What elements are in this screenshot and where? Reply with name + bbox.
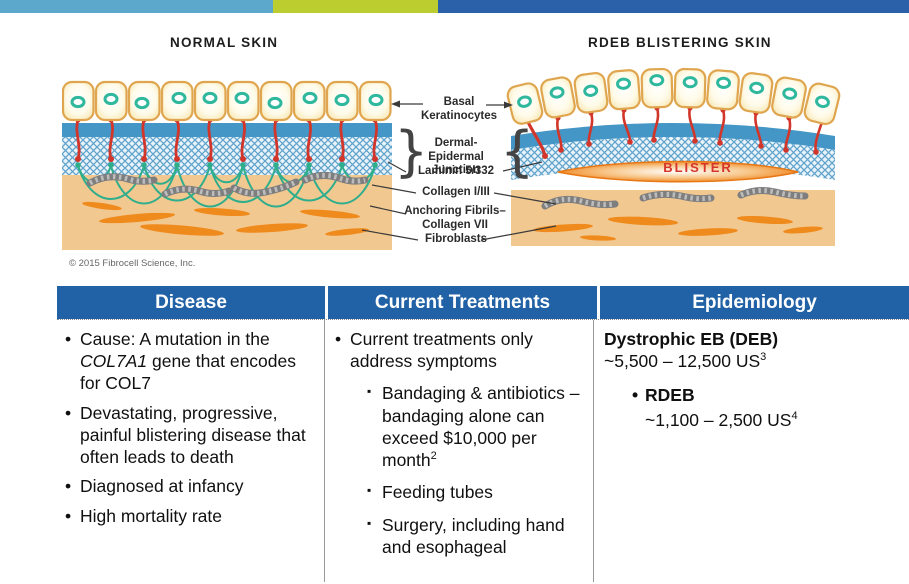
disease-bullet-diagnosed: Diagnosed at infancy [63, 475, 314, 497]
accent-segment-darkblue [438, 0, 909, 13]
blister-label: BLISTER [663, 160, 733, 175]
accent-segment-lightblue [0, 0, 273, 13]
treatments-sub-surgery: Surgery, including hand and esophageal [367, 514, 585, 558]
treatments-sub-feeding: Feeding tubes [367, 481, 585, 503]
label-collagen-i-iii: Collagen I/III [422, 186, 490, 198]
epi-deb-range: ~5,500 – 12,500 US3 [604, 350, 895, 372]
footnote-4: 4 [791, 409, 798, 422]
label-anchoring-line2: Collagen VII [422, 218, 488, 231]
epi-deb-title: Dystrophic EB (DEB) [604, 329, 779, 349]
cause-text-pre: Cause: A mutation in the [80, 329, 270, 349]
treatments-bullet-main: Current treatments only address symptoms [333, 328, 585, 372]
label-basal-keratinocytes: Basal Keratinocytes [420, 96, 498, 122]
disease-cell: Cause: A mutation in the COL7A1 gene tha… [57, 320, 325, 582]
rdeb-skin-title: RDEB BLISTERING SKIN [588, 35, 772, 50]
info-table: Disease Current Treatments Epidemiology … [57, 286, 909, 582]
epi-rdeb-range: ~1,100 – 2,500 US4 [645, 409, 895, 431]
header-current-treatments: Current Treatments [328, 286, 597, 319]
normal-skin-title: NORMAL SKIN [170, 35, 279, 50]
disease-bullet-cause: Cause: A mutation in the COL7A1 gene tha… [63, 328, 314, 395]
table-body-row: Cause: A mutation in the COL7A1 gene tha… [57, 319, 909, 582]
epidemiology-cell: Dystrophic EB (DEB) ~5,500 – 12,500 US3 … [594, 320, 903, 582]
disease-bullet-mortality: High mortality rate [63, 505, 314, 527]
dermal-epidermal-junction-hatch [62, 137, 392, 175]
label-anchoring-fibrils: Anchoring Fibrils– Collagen VII [400, 205, 510, 232]
copyright-text: © 2015 Fibrocell Science, Inc. [69, 258, 196, 269]
table-header-row: Disease Current Treatments Epidemiology [57, 286, 909, 319]
fibroblast-spindles [82, 201, 369, 236]
rdeb-range-text: ~1,100 – 2,500 US [645, 409, 792, 430]
bandaging-text: Bandaging & antibiotics – bandaging alon… [382, 383, 580, 471]
rdeb-skin-diagram [506, 67, 841, 246]
header-epidemiology: Epidemiology [600, 286, 909, 319]
treatments-cell: Current treatments only address symptoms… [325, 320, 594, 582]
footnote-2: 2 [430, 450, 437, 463]
basal-keratinocyte-cells [62, 80, 392, 122]
label-anchoring-line1: Anchoring Fibrils– [404, 205, 506, 217]
label-fibroblasts: Fibroblasts [425, 233, 487, 245]
disease-bullet-devastating: Devastating, progressive, painful bliste… [63, 402, 314, 469]
footnote-3: 3 [760, 351, 767, 364]
label-dermal-epidermal-junction: Dermal-Epidermal Junction [428, 137, 484, 177]
header-disease: Disease [57, 286, 325, 319]
anchoring-fibrils-red [75, 119, 378, 160]
normal-skin-diagram [62, 80, 392, 250]
basal-keratinocyte-cells-rdeb [506, 67, 841, 126]
fibroblast-spindles-rdeb [533, 215, 823, 241]
epi-rdeb-title: RDEB [632, 384, 895, 406]
cause-text-post: gene that encodes for COL7 [80, 351, 296, 394]
loop-dots-green [75, 162, 378, 168]
collagen-worms [86, 171, 369, 198]
blister-shape [557, 160, 799, 183]
treatments-sub-bandaging: Bandaging & antibiotics – bandaging alon… [367, 382, 585, 471]
label-laminin: Laminin 5/332 [417, 165, 495, 177]
gene-name: COL7A1 [80, 351, 148, 372]
top-accent-bar [0, 0, 909, 13]
accent-segment-green [273, 0, 438, 13]
deb-range-text: ~5,500 – 12,500 US [604, 351, 761, 372]
